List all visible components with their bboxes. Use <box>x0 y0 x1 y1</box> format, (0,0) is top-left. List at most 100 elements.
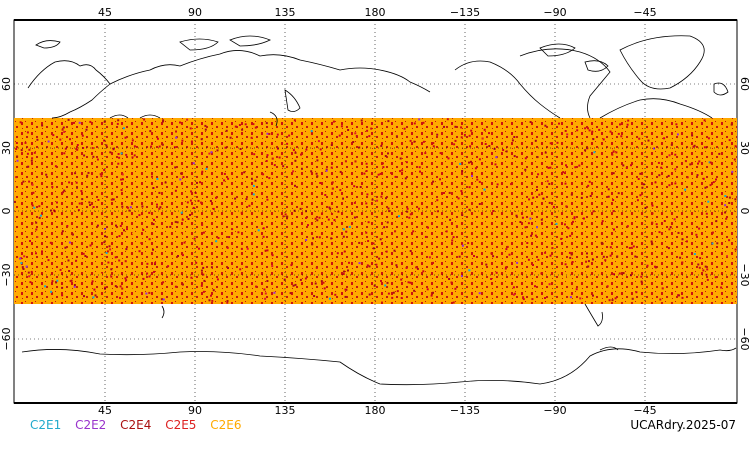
occultation-point <box>675 123 678 126</box>
occultation-point <box>602 255 605 258</box>
occultation-point <box>696 174 699 177</box>
occultation-point <box>463 133 466 136</box>
occultation-point <box>320 280 323 283</box>
occultation-point <box>409 139 412 142</box>
occultation-point <box>424 235 427 238</box>
occultation-point <box>142 228 145 231</box>
occultation-point <box>193 237 196 240</box>
occultation-point <box>405 161 408 164</box>
occultation-point <box>289 292 292 295</box>
occultation-point <box>532 196 535 199</box>
occultation-point <box>28 180 31 183</box>
occultation-point <box>622 272 625 275</box>
occultation-point <box>301 167 303 170</box>
occultation-point <box>61 294 64 297</box>
occultation-point <box>317 140 320 143</box>
occultation-point <box>684 160 687 163</box>
occultation-point <box>107 261 110 264</box>
occultation-point <box>693 253 696 255</box>
occultation-point <box>422 270 425 273</box>
occultation-point <box>87 171 90 174</box>
occultation-point <box>192 206 195 209</box>
occultation-point <box>56 201 58 204</box>
occultation-point <box>605 223 608 226</box>
occultation-point <box>152 187 155 189</box>
occultation-point <box>452 236 455 239</box>
occultation-point <box>338 134 341 137</box>
occultation-point <box>620 135 623 138</box>
occultation-point <box>468 186 471 189</box>
occultation-point <box>103 241 106 244</box>
occultation-point <box>148 238 151 241</box>
occultation-point <box>103 120 106 123</box>
occultation-point <box>399 157 402 160</box>
occultation-point <box>179 233 182 236</box>
occultation-point <box>647 139 650 142</box>
occultation-point <box>674 153 677 156</box>
occultation-point <box>385 197 387 200</box>
occultation-point <box>305 239 308 241</box>
occultation-point <box>536 226 538 229</box>
occultation-point <box>654 265 656 268</box>
occultation-point <box>670 143 673 146</box>
occultation-point <box>94 294 97 297</box>
occultation-point <box>153 270 155 273</box>
occultation-point <box>167 265 170 268</box>
occultation-point <box>609 246 612 249</box>
occultation-point <box>392 291 395 294</box>
occultation-point <box>114 256 117 259</box>
occultation-point <box>23 255 26 258</box>
occultation-point <box>641 186 644 189</box>
occultation-point <box>642 183 645 186</box>
occultation-point <box>76 156 79 159</box>
occultation-point <box>639 172 642 175</box>
occultation-point <box>105 252 108 254</box>
occultation-point <box>538 193 541 196</box>
occultation-point <box>322 281 325 284</box>
occultation-point <box>112 147 115 150</box>
occultation-point <box>175 130 177 133</box>
lon-tick-top: −90 <box>543 6 566 19</box>
occultation-point <box>316 219 319 222</box>
occultation-point <box>122 178 124 181</box>
occultation-point <box>264 297 267 300</box>
occultation-point <box>551 247 554 250</box>
occultation-point <box>613 228 615 231</box>
lat-tick-left: 0 <box>0 208 13 215</box>
occultation-point <box>174 220 177 223</box>
occultation-point <box>308 198 311 201</box>
legend-item-c2e6: C2E6 <box>210 418 242 432</box>
occultation-point <box>22 268 25 270</box>
occultation-point <box>69 138 71 141</box>
occultation-point <box>75 259 78 262</box>
occultation-point <box>650 240 653 243</box>
occultation-point <box>59 268 62 271</box>
occultation-point <box>92 155 95 158</box>
occultation-point <box>544 124 547 127</box>
occultation-point <box>469 145 472 148</box>
occultation-point <box>404 177 407 180</box>
occultation-point <box>459 162 462 165</box>
occultation-point <box>128 209 131 212</box>
latitude-ticks-left: 60 30 0 −30 −60 <box>0 77 13 351</box>
occultation-point <box>681 261 684 264</box>
occultation-point <box>450 281 453 284</box>
occultation-point <box>20 149 23 152</box>
occultation-point <box>381 301 383 304</box>
occultation-point <box>451 239 454 242</box>
occultation-point <box>62 136 65 139</box>
occultation-point <box>59 138 62 141</box>
occultation-point <box>367 240 370 242</box>
occultation-point <box>31 183 34 186</box>
occultation-point <box>20 262 23 265</box>
occultation-point <box>64 147 67 150</box>
occultation-point <box>292 149 295 152</box>
occultation-point <box>702 177 705 180</box>
occultation-point <box>673 218 676 221</box>
occultation-point <box>126 228 128 231</box>
occultation-point <box>418 207 420 210</box>
occultation-point <box>584 149 587 152</box>
occultation-point <box>443 125 445 128</box>
occultation-point <box>677 231 680 234</box>
occultation-point <box>564 130 567 132</box>
